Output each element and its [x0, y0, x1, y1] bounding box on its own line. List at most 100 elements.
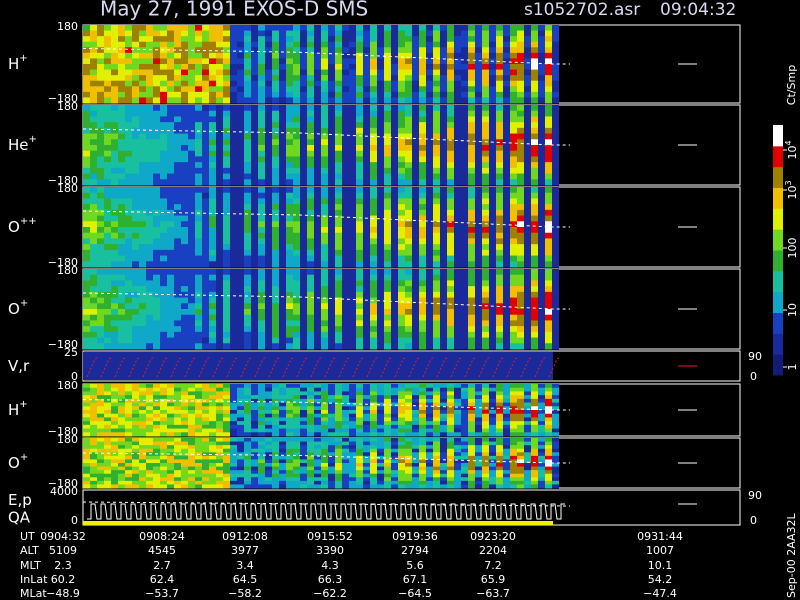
spectrogram-cell: [545, 291, 552, 299]
spectrogram-cell: [517, 105, 524, 112]
spectrogram-cell: [83, 150, 90, 157]
spectrogram-cell: [258, 47, 265, 54]
spectrogram-cell: [104, 75, 111, 82]
spectrogram-cell: [83, 417, 90, 422]
spectrogram-cell: [454, 280, 461, 287]
spectrogram-cell: [461, 413, 468, 418]
spectrogram-cell: [195, 244, 202, 251]
spectrogram-cell: [454, 52, 461, 59]
spectrogram-cell: [391, 232, 398, 239]
spectrogram-cell: [118, 162, 125, 169]
spectrogram-cell: [244, 116, 251, 123]
spectrogram-cell: [510, 30, 517, 37]
spectrogram-cell: [251, 424, 258, 430]
spectrogram-cell: [279, 80, 286, 87]
spectrogram-cell: [125, 395, 132, 400]
spectrogram-cell: [174, 326, 181, 333]
spectrogram-cell: [209, 192, 216, 199]
spectrogram-cell: [195, 41, 202, 48]
spectrogram-cell: [83, 387, 90, 392]
spectrogram-cell: [531, 122, 538, 129]
spectrogram-cell: [307, 80, 314, 87]
spectrogram-cell: [510, 280, 517, 287]
spectrogram-cell: [475, 47, 482, 54]
spectrogram-cell: [552, 286, 559, 293]
spectrogram-cell: [97, 127, 104, 135]
spectrogram-cell: [146, 428, 153, 433]
spectrogram-cell: [223, 91, 230, 98]
spectrogram-cell: [314, 343, 321, 350]
spectrogram-cell: [139, 459, 146, 464]
spectrogram-cell: [286, 314, 293, 321]
spectrogram-cell: [293, 269, 300, 276]
spectrogram-cell: [419, 244, 426, 251]
spectrogram-cell: [118, 286, 125, 293]
spectrogram-cell: [90, 421, 97, 426]
spectrogram-cell: [83, 477, 90, 482]
spectrogram-cell: [307, 387, 314, 392]
spectrogram-cell: [83, 432, 90, 437]
spectrogram-cell: [251, 413, 258, 418]
spectrogram-cell: [524, 269, 531, 276]
spectrogram-cell: [377, 320, 384, 327]
spectrogram-cell: [335, 36, 342, 43]
spectrogram-cell: [265, 58, 272, 65]
spectrogram-cell: [174, 192, 181, 199]
spectrogram-cell: [97, 227, 104, 234]
spectrogram-cell: [258, 432, 265, 437]
spectrogram-cell: [111, 75, 118, 82]
spectrogram-cell: [132, 470, 139, 475]
spectrogram-cell: [335, 69, 342, 76]
spectrogram-cell: [286, 280, 293, 287]
spectrogram-cell: [223, 417, 230, 422]
spectrogram-cell: [97, 421, 104, 426]
spectrogram-cell: [454, 86, 461, 93]
spectrogram-cell: [349, 215, 356, 222]
spectrogram-cell: [300, 269, 307, 276]
spectrogram-cell: [160, 30, 167, 37]
spectrogram-cell: [363, 25, 370, 32]
spectrogram-cell: [293, 424, 300, 430]
spectrogram-cell: [111, 406, 118, 411]
spectrogram-cell: [510, 232, 517, 239]
spectrogram-cell: [153, 47, 160, 54]
spectrogram-cell: [237, 398, 244, 404]
spectrogram-cell: [377, 428, 384, 433]
spectrogram-cell: [90, 445, 97, 450]
spectrogram-cell: [552, 192, 559, 199]
spectrogram-cell: [146, 402, 153, 407]
spectrogram-cell: [244, 291, 251, 299]
spectrogram-cell: [461, 91, 468, 98]
spectrogram-cell: [202, 314, 209, 321]
spectrogram-cell: [552, 209, 559, 217]
spectrogram-cell: [363, 413, 370, 418]
spectrogram-cell: [272, 91, 279, 98]
spectrogram-cell: [335, 215, 342, 222]
spectrogram-cell: [503, 127, 510, 135]
spectrogram-cell: [125, 391, 132, 396]
spectrogram-cell: [335, 122, 342, 129]
spectrogram-cell: [139, 173, 146, 180]
spectrogram-cell: [349, 97, 356, 104]
spectrogram-cell: [482, 110, 489, 117]
spectrogram-cell: [349, 25, 356, 32]
spectrogram-cell: [244, 413, 251, 418]
spectrogram-cell: [503, 58, 510, 65]
spectrogram-cell: [104, 406, 111, 411]
spectrogram-cell: [125, 41, 132, 48]
spectrogram-cell: [496, 432, 503, 437]
spectrogram-cell: [286, 36, 293, 43]
spectrogram-cell: [286, 127, 293, 135]
spectrogram-cell: [265, 110, 272, 117]
spectrogram-cell: [342, 291, 349, 299]
spectrogram-cell: [90, 145, 97, 152]
spectrogram-cell: [321, 122, 328, 129]
spectrogram-cell: [335, 402, 342, 407]
spectrogram-cell: [440, 173, 447, 180]
spectrogram-cell: [181, 52, 188, 59]
spectrogram-cell: [279, 156, 286, 163]
spectrogram-cell: [132, 41, 139, 48]
spectrogram-cell: [160, 326, 167, 333]
spectrogram-cell: [391, 227, 398, 234]
spectrogram-cell: [496, 167, 503, 175]
